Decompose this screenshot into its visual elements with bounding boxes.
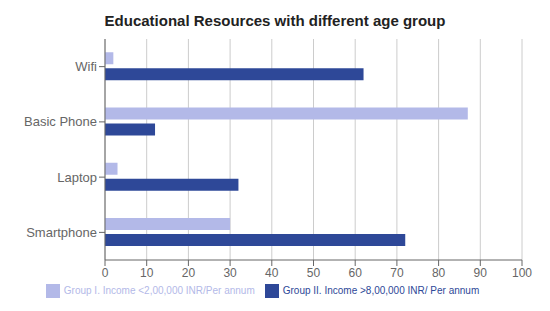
html-text:Educational Resources with dif: Educational Resources with different age… — [104, 12, 446, 29]
svg-text:70: 70 — [390, 266, 404, 280]
svg-text:Basic Phone: Basic Phone — [24, 114, 97, 129]
svg-text:0: 0 — [102, 266, 109, 280]
svg-text:90: 90 — [474, 266, 488, 280]
svg-text:40: 40 — [265, 266, 279, 280]
svg-text:50: 50 — [307, 266, 321, 280]
svg-text:Smartphone: Smartphone — [26, 225, 97, 240]
svg-text:100: 100 — [512, 266, 532, 280]
svg-text:60: 60 — [349, 266, 363, 280]
svg-text:Laptop: Laptop — [57, 170, 97, 185]
svg-text:Wifi: Wifi — [75, 59, 97, 74]
svg-text:80: 80 — [432, 266, 446, 280]
svg-text:30: 30 — [223, 266, 237, 280]
svg-text:10: 10 — [140, 266, 154, 280]
svg-text:20: 20 — [182, 266, 196, 280]
html-text:Group II. Income >8,00,000 INR: Group II. Income >8,00,000 INR/ Per annu… — [282, 284, 480, 296]
html-text:Group I. Income <2,00,000 INR/: Group I. Income <2,00,000 INR/Per annum — [63, 284, 255, 296]
